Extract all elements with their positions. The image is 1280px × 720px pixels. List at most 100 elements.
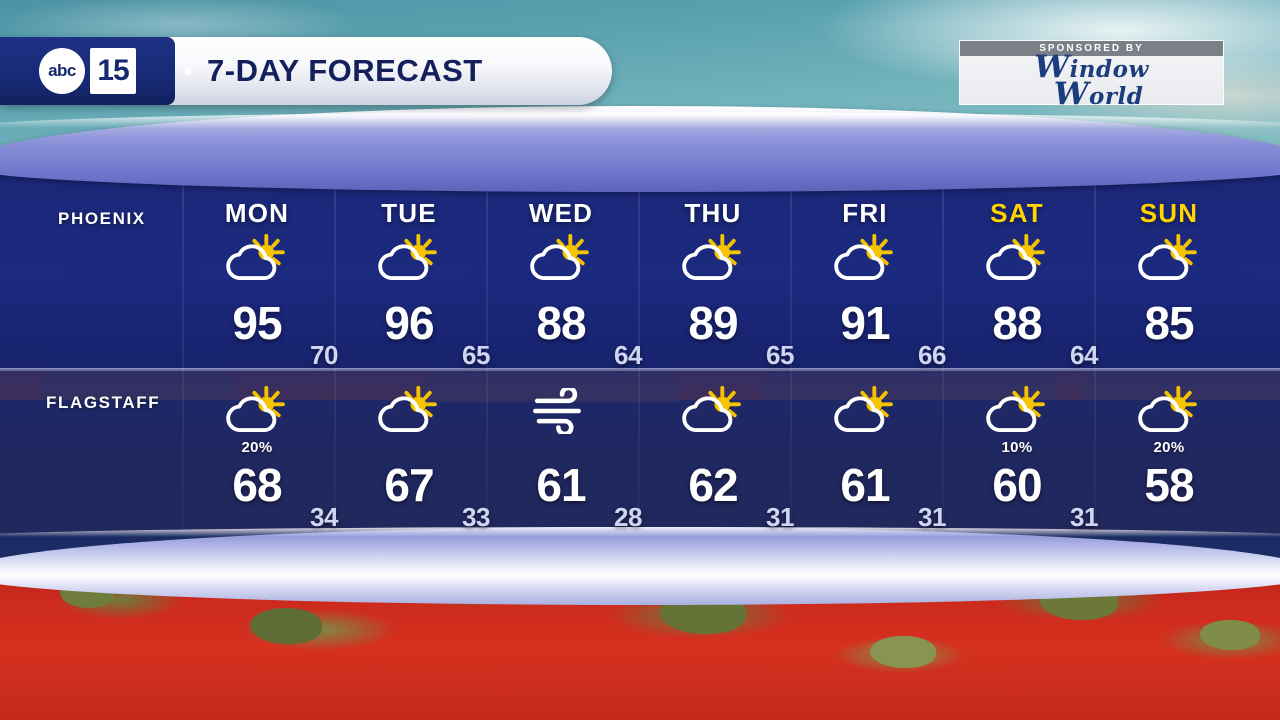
high-temperature: 85 xyxy=(1144,297,1194,349)
weather-icon-wrapper xyxy=(790,231,940,287)
city-label-phoenix: PHOENIX xyxy=(58,209,146,228)
forecast-cell xyxy=(334,231,484,287)
low-temperature: 64 xyxy=(614,340,642,370)
partly-cloudy-icon xyxy=(682,234,741,281)
city-label-flagstaff: FLAGSTAFF xyxy=(46,393,161,412)
partly-cloudy-icon xyxy=(834,234,893,281)
sponsor-initial-2: W xyxy=(1053,76,1090,112)
abc-network-icon: abc xyxy=(39,48,85,94)
sponsor-rest-1: indow xyxy=(1069,55,1149,83)
forecast-cell xyxy=(334,383,484,458)
partly-cloudy-icon xyxy=(1138,386,1197,433)
forecast-cell xyxy=(942,231,1092,287)
forecast-header-bar: abc 15 7-DAY FORECAST xyxy=(0,37,612,105)
low-temperature: 34 xyxy=(310,502,338,532)
forecast-cell xyxy=(790,231,940,287)
low-temperature: 33 xyxy=(462,502,490,532)
low-temperature: 31 xyxy=(918,502,946,532)
high-temperature: 58 xyxy=(1144,459,1194,511)
column-seam xyxy=(334,168,336,533)
column-seam xyxy=(790,168,792,533)
forecast-cell xyxy=(1094,231,1244,287)
high-temperature: 67 xyxy=(384,459,434,511)
day-header-fri: FRI xyxy=(842,198,888,228)
channel-number: 15 xyxy=(90,48,136,94)
weather-icon-wrapper xyxy=(334,231,484,287)
partly-cloudy-icon xyxy=(986,386,1045,433)
partly-cloudy-icon xyxy=(986,234,1045,281)
low-temperature: 65 xyxy=(766,340,794,370)
high-temperature: 60 xyxy=(992,459,1042,511)
low-temperature: 65 xyxy=(462,340,490,370)
forecast-cell xyxy=(638,231,788,287)
high-temperature: 96 xyxy=(384,297,434,349)
high-temperature: 61 xyxy=(536,459,586,511)
page-title: 7-DAY FORECAST xyxy=(207,53,483,88)
low-temperature: 66 xyxy=(918,340,946,370)
weather-icon-wrapper xyxy=(1094,383,1244,439)
forecast-cell: 20% xyxy=(1094,383,1244,458)
weather-icon-wrapper xyxy=(334,383,484,439)
flagstaff-forecast-panel xyxy=(0,370,1280,533)
weather-icon-wrapper xyxy=(486,383,636,439)
low-temperature: 64 xyxy=(1070,340,1098,370)
low-temperature: 28 xyxy=(614,502,642,532)
partly-cloudy-icon xyxy=(378,386,437,433)
forecast-cell xyxy=(182,231,332,287)
low-temperature: 31 xyxy=(766,502,794,532)
precip-chance: 20% xyxy=(241,439,273,456)
partly-cloudy-icon xyxy=(682,386,741,433)
low-temperature: 31 xyxy=(1070,502,1098,532)
forecast-cell xyxy=(638,383,788,458)
forecast-cell xyxy=(486,231,636,287)
forecast-cell xyxy=(486,383,636,458)
high-temperature: 88 xyxy=(992,297,1042,349)
high-temperature: 62 xyxy=(688,459,738,511)
top-banner-highlight xyxy=(0,112,1280,128)
column-seam xyxy=(1094,168,1096,533)
partly-cloudy-icon xyxy=(378,234,437,281)
day-header-sun: SUN xyxy=(1139,198,1199,228)
weather-icon-wrapper xyxy=(790,383,940,439)
column-seam xyxy=(942,168,944,533)
forecast-cell: 20% xyxy=(182,383,332,458)
day-header-tue: TUE xyxy=(381,198,437,228)
partly-cloudy-icon xyxy=(530,234,589,281)
forecast-cell xyxy=(790,383,940,458)
abc-logo-text: abc xyxy=(48,61,76,80)
sponsor-badge: SPONSORED BY Window World xyxy=(959,40,1224,110)
partly-cloudy-icon xyxy=(834,386,893,433)
day-header-wed: WED xyxy=(528,198,594,228)
day-header-thu: THU xyxy=(684,198,742,228)
abc15-logo: abc 15 xyxy=(0,37,175,105)
high-temperature: 89 xyxy=(688,297,738,349)
high-temperature: 68 xyxy=(232,459,282,511)
partly-cloudy-icon xyxy=(1138,234,1197,281)
precip-chance: 20% xyxy=(1153,439,1185,456)
column-seam xyxy=(182,168,184,533)
weather-icon-wrapper xyxy=(182,231,332,287)
sponsor-initial-1: W xyxy=(1034,48,1070,85)
windy-icon xyxy=(532,388,581,434)
high-temperature: 88 xyxy=(536,297,586,349)
column-seam xyxy=(638,168,640,533)
weather-icon-wrapper xyxy=(486,231,636,287)
weather-icon-wrapper xyxy=(638,231,788,287)
high-temperature: 61 xyxy=(840,459,890,511)
bottom-curved-banner xyxy=(0,527,1280,605)
forecast-cell: 10% xyxy=(942,383,1092,458)
day-header-mon: MON xyxy=(224,198,290,228)
partly-cloudy-icon xyxy=(226,234,285,281)
phoenix-forecast-panel xyxy=(0,168,1280,370)
precip-chance: 10% xyxy=(1001,439,1033,456)
bottom-banner-highlight xyxy=(0,527,1280,537)
weather-icon-wrapper xyxy=(638,383,788,439)
weather-icon-wrapper xyxy=(942,383,1092,439)
partly-cloudy-icon xyxy=(226,386,285,433)
high-temperature: 95 xyxy=(232,297,282,349)
weather-icon-wrapper xyxy=(182,383,332,439)
day-header-sat: SAT xyxy=(990,198,1044,228)
low-temperature: 70 xyxy=(310,340,338,370)
high-temperature: 91 xyxy=(840,297,890,349)
column-seam xyxy=(486,168,488,533)
